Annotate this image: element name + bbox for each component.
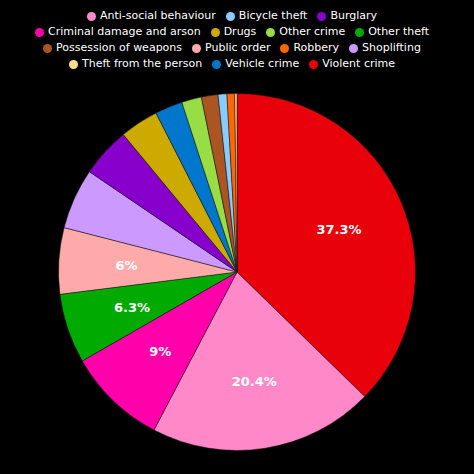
- html-text:Violent crime: Violent crime: [322, 57, 395, 70]
- html-text:Theft from the person: Theft from the person: [82, 57, 203, 70]
- html-text:Bicycle theft: Bicycle theft: [238, 9, 308, 22]
- html-text:Possession of weapons: Possession of weapons: [56, 41, 182, 54]
- svg-text:6%: 6%: [116, 258, 138, 273]
- html-text:Other theft: Other theft: [368, 25, 429, 38]
- svg-text:37.3%: 37.3%: [316, 222, 361, 237]
- svg-text:9%: 9%: [149, 344, 171, 359]
- html-text:Robbery: Robbery: [293, 41, 340, 54]
- html-text:Vehicle crime: Vehicle crime: [225, 57, 300, 70]
- svg-text:6.3%: 6.3%: [114, 300, 150, 315]
- svg-text:20.4%: 20.4%: [232, 374, 277, 389]
- html-text:Burglary: Burglary: [330, 9, 378, 22]
- html-text:Criminal damage and arson: Criminal damage and arson: [48, 25, 201, 38]
- html-text:Anti-social behaviour: Anti-social behaviour: [99, 9, 216, 22]
- html-text:Drugs: Drugs: [223, 25, 257, 38]
- html-text:Public order: Public order: [205, 41, 271, 54]
- html-text:Other crime: Other crime: [279, 25, 346, 38]
- html-text:Shoplifting: Shoplifting: [362, 41, 421, 54]
